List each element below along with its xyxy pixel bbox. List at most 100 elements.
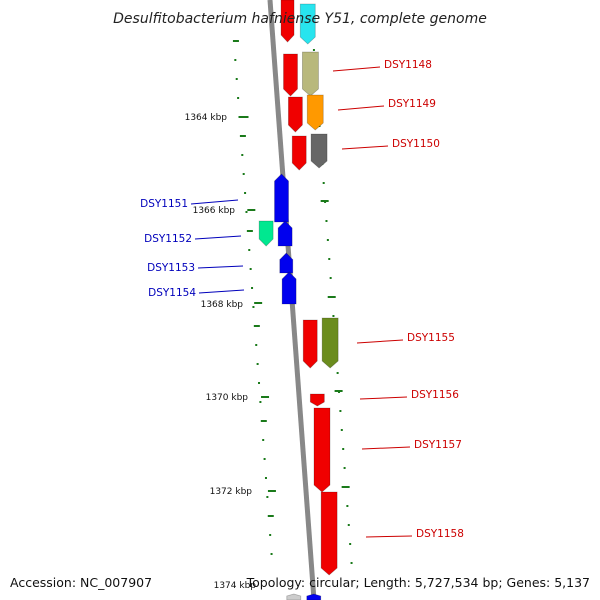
gene-dsy1155-forward[interactable] — [302, 319, 318, 369]
tick-mark — [232, 40, 239, 42]
tick-mark — [262, 439, 265, 441]
genome-summary-text: Topology: circular; Length: 5,727,534 bp… — [246, 575, 590, 590]
gene-dsy1149-forward[interactable] — [287, 96, 303, 133]
gene-dsy1151-reverse[interactable] — [274, 173, 289, 223]
gene-dsy1147-forward[interactable] — [280, 0, 295, 43]
scale-label-1368: 1368 kbp — [201, 300, 244, 310]
tick-mark — [264, 477, 267, 479]
gene-dsy1148-forward[interactable] — [283, 53, 298, 97]
tick-mark — [270, 553, 273, 555]
tick-mark — [237, 97, 240, 99]
gene-dsy1158-forward[interactable] — [320, 491, 338, 576]
tick-mark — [261, 396, 270, 398]
gene-label-dsy1152[interactable]: DSY1152 — [144, 233, 192, 245]
gene-label-dsy1151[interactable]: DSY1151 — [140, 198, 188, 210]
tick-mark — [235, 78, 238, 80]
gene-dsy1159-annot[interactable] — [286, 593, 302, 600]
tick-mark — [339, 410, 342, 412]
gene-label-dsy1148[interactable]: DSY1148 — [384, 59, 432, 71]
tick-mark — [269, 534, 272, 536]
gene-dsy1152-annot[interactable] — [258, 220, 274, 247]
leader-line — [356, 339, 404, 344]
tick-mark — [247, 209, 256, 211]
gene-dsy1152-reverse[interactable] — [277, 220, 293, 247]
tick-mark — [240, 116, 249, 118]
leader-line — [194, 235, 242, 240]
scale-label-1372: 1372 kbp — [210, 487, 253, 497]
tick-mark — [320, 200, 329, 202]
tick-mark — [248, 249, 251, 251]
tick-mark — [255, 344, 258, 346]
tick-mark — [259, 401, 262, 403]
leader-line — [361, 446, 411, 450]
leader-line — [365, 535, 413, 538]
tick-mark — [254, 302, 263, 304]
tick-mark — [326, 239, 329, 241]
gene-dsy1149-annot[interactable] — [306, 94, 324, 131]
gene-dsy1155-annot[interactable] — [321, 317, 339, 369]
leader-line — [190, 199, 239, 205]
leader-line — [341, 145, 389, 150]
tick-mark — [239, 135, 246, 137]
gene-dsy1157-forward[interactable] — [313, 407, 331, 493]
gene-label-dsy1149[interactable]: DSY1149 — [388, 98, 436, 110]
tick-mark — [322, 182, 325, 184]
scale-label-1370: 1370 kbp — [206, 393, 249, 403]
tick-mark — [346, 505, 349, 507]
tick-mark — [244, 192, 247, 194]
tick-mark — [267, 490, 276, 492]
tick-mark — [260, 420, 267, 422]
tick-mark — [312, 49, 315, 51]
tick-mark — [241, 154, 244, 156]
tick-mark — [332, 315, 335, 317]
gene-dsy1147-extra[interactable] — [299, 3, 316, 45]
gene-label-dsy1154[interactable]: DSY1154 — [148, 287, 196, 299]
tick-mark — [325, 220, 328, 222]
leader-line — [197, 265, 244, 269]
scale-label-1364: 1364 kbp — [185, 113, 228, 123]
map-title: Desulfitobacterium hafniense Y51, comple… — [113, 11, 487, 27]
label-leader-lines — [190, 66, 413, 538]
tick-mark — [234, 59, 237, 61]
scale-label-1366: 1366 kbp — [193, 206, 236, 216]
accession-text: Accession: NC_007907 — [10, 575, 152, 590]
tick-mark — [251, 287, 254, 289]
tick-mark — [266, 496, 269, 498]
tick-mark — [347, 524, 350, 526]
tick-mark — [249, 268, 252, 270]
tick-mark — [245, 211, 248, 213]
tick-mark — [263, 458, 266, 460]
tick-mark — [242, 173, 245, 175]
tick-mark — [350, 562, 353, 564]
tick-mark — [336, 372, 339, 374]
gene-label-dsy1157[interactable]: DSY1157 — [414, 439, 462, 451]
leader-line — [337, 105, 385, 111]
gene-label-dsy1150[interactable]: DSY1150 — [392, 138, 440, 150]
tick-mark — [349, 543, 352, 545]
tick-mark — [238, 116, 241, 118]
gene-dsy1154-reverse[interactable] — [281, 271, 297, 305]
tick-mark — [328, 258, 331, 260]
leader-line — [198, 289, 245, 294]
gene-label-dsy1153[interactable]: DSY1153 — [147, 262, 195, 274]
tick-mark — [256, 363, 259, 365]
leader-line — [332, 66, 381, 72]
tick-mark — [252, 306, 255, 308]
tick-mark — [340, 429, 343, 431]
gene-dsy1153-reverse[interactable] — [279, 252, 294, 274]
tick-mark — [258, 382, 261, 384]
gene-label-dsy1155[interactable]: DSY1155 — [407, 332, 455, 344]
tick-mark — [342, 448, 345, 450]
gene-dsy1150-forward[interactable] — [291, 135, 307, 171]
gene-label-dsy1156[interactable]: DSY1156 — [411, 389, 459, 401]
gene-label-dsy1158[interactable]: DSY1158 — [416, 528, 464, 540]
gene-dsy1150-annot[interactable] — [310, 133, 328, 169]
gene-features — [258, 0, 339, 600]
tick-mark — [329, 277, 332, 279]
gene-dsy1156-forward[interactable] — [309, 393, 325, 407]
leader-line — [359, 396, 408, 400]
tick-mark — [334, 390, 343, 392]
gene-dsy1159-reverse[interactable] — [306, 593, 322, 600]
gene-dsy1148-annot[interactable] — [302, 51, 319, 97]
